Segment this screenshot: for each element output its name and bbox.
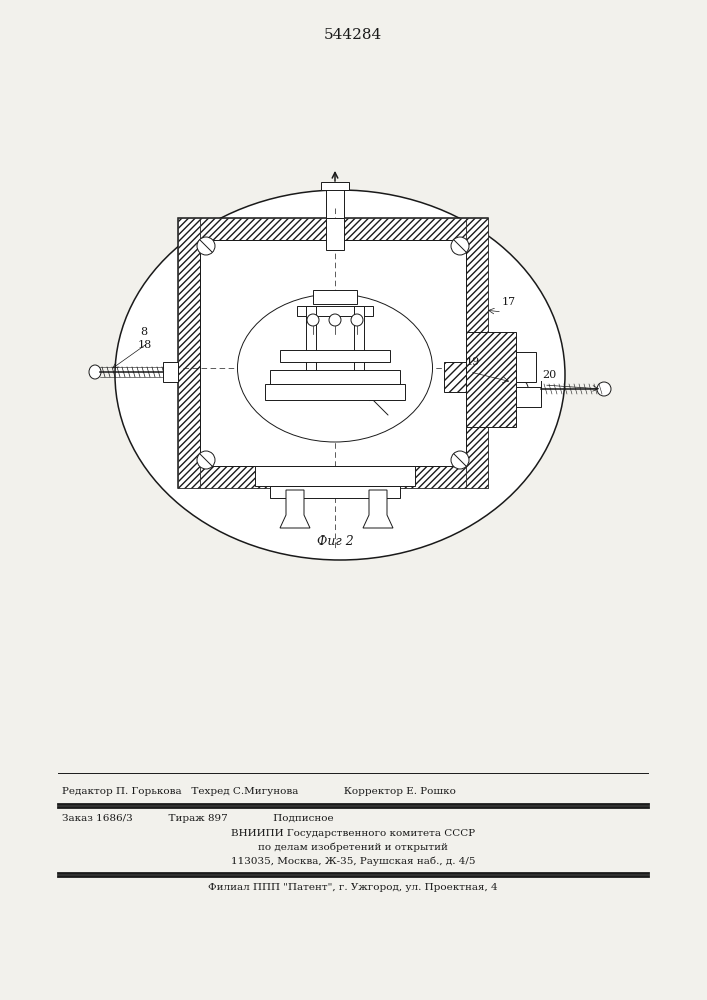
Bar — [326, 188, 344, 218]
Text: 17: 17 — [502, 297, 516, 307]
Text: Фиг 2: Фиг 2 — [317, 535, 354, 548]
Bar — [466, 332, 516, 427]
Bar — [200, 240, 466, 466]
Bar — [178, 218, 488, 488]
Bar — [326, 218, 344, 250]
Bar — [516, 387, 541, 407]
Text: 20: 20 — [542, 370, 556, 380]
Bar — [297, 306, 373, 316]
Circle shape — [197, 451, 215, 469]
Circle shape — [451, 237, 469, 255]
Bar — [178, 218, 200, 488]
Polygon shape — [363, 490, 393, 528]
Bar — [280, 350, 390, 362]
Ellipse shape — [89, 365, 101, 379]
Text: 18: 18 — [138, 340, 152, 350]
Text: 8: 8 — [140, 327, 147, 337]
Text: 19: 19 — [466, 357, 480, 367]
Bar — [200, 218, 466, 240]
Circle shape — [512, 380, 528, 396]
Circle shape — [197, 237, 215, 255]
Circle shape — [451, 451, 469, 469]
Text: 113035, Москва, Ж-35, Раушская наб., д. 4/5: 113035, Москва, Ж-35, Раушская наб., д. … — [230, 857, 475, 866]
Ellipse shape — [115, 190, 565, 560]
Bar — [200, 466, 466, 488]
Bar — [163, 362, 178, 382]
Ellipse shape — [238, 294, 433, 442]
Bar — [306, 306, 316, 376]
Text: по делам изобретений и открытий: по делам изобретений и открытий — [258, 843, 448, 852]
Circle shape — [329, 314, 341, 326]
Polygon shape — [280, 490, 310, 528]
Bar — [466, 218, 488, 488]
Text: ВНИИПИ Государственного комитета СССР: ВНИИПИ Государственного комитета СССР — [231, 829, 475, 838]
Text: Редактор П. Горькова   Техред С.Мигунова              Корректор Е. Рошко: Редактор П. Горькова Техред С.Мигунова К… — [62, 787, 456, 796]
Bar — [354, 306, 364, 376]
Text: Заказ 1686/3           Тираж 897              Подписное: Заказ 1686/3 Тираж 897 Подписное — [62, 814, 334, 823]
Bar — [516, 352, 536, 382]
Bar — [444, 362, 466, 392]
Bar — [270, 486, 400, 498]
Text: 544284: 544284 — [324, 28, 382, 42]
Bar — [255, 466, 415, 486]
Bar — [270, 370, 400, 384]
Text: Филиал ППП "Патент", г. Ужгород, ул. Проектная, 4: Филиал ППП "Патент", г. Ужгород, ул. Про… — [208, 883, 498, 892]
Circle shape — [351, 314, 363, 326]
Bar — [265, 384, 405, 400]
Bar — [313, 290, 357, 304]
Bar — [321, 182, 349, 190]
Circle shape — [597, 382, 611, 396]
Circle shape — [307, 314, 319, 326]
